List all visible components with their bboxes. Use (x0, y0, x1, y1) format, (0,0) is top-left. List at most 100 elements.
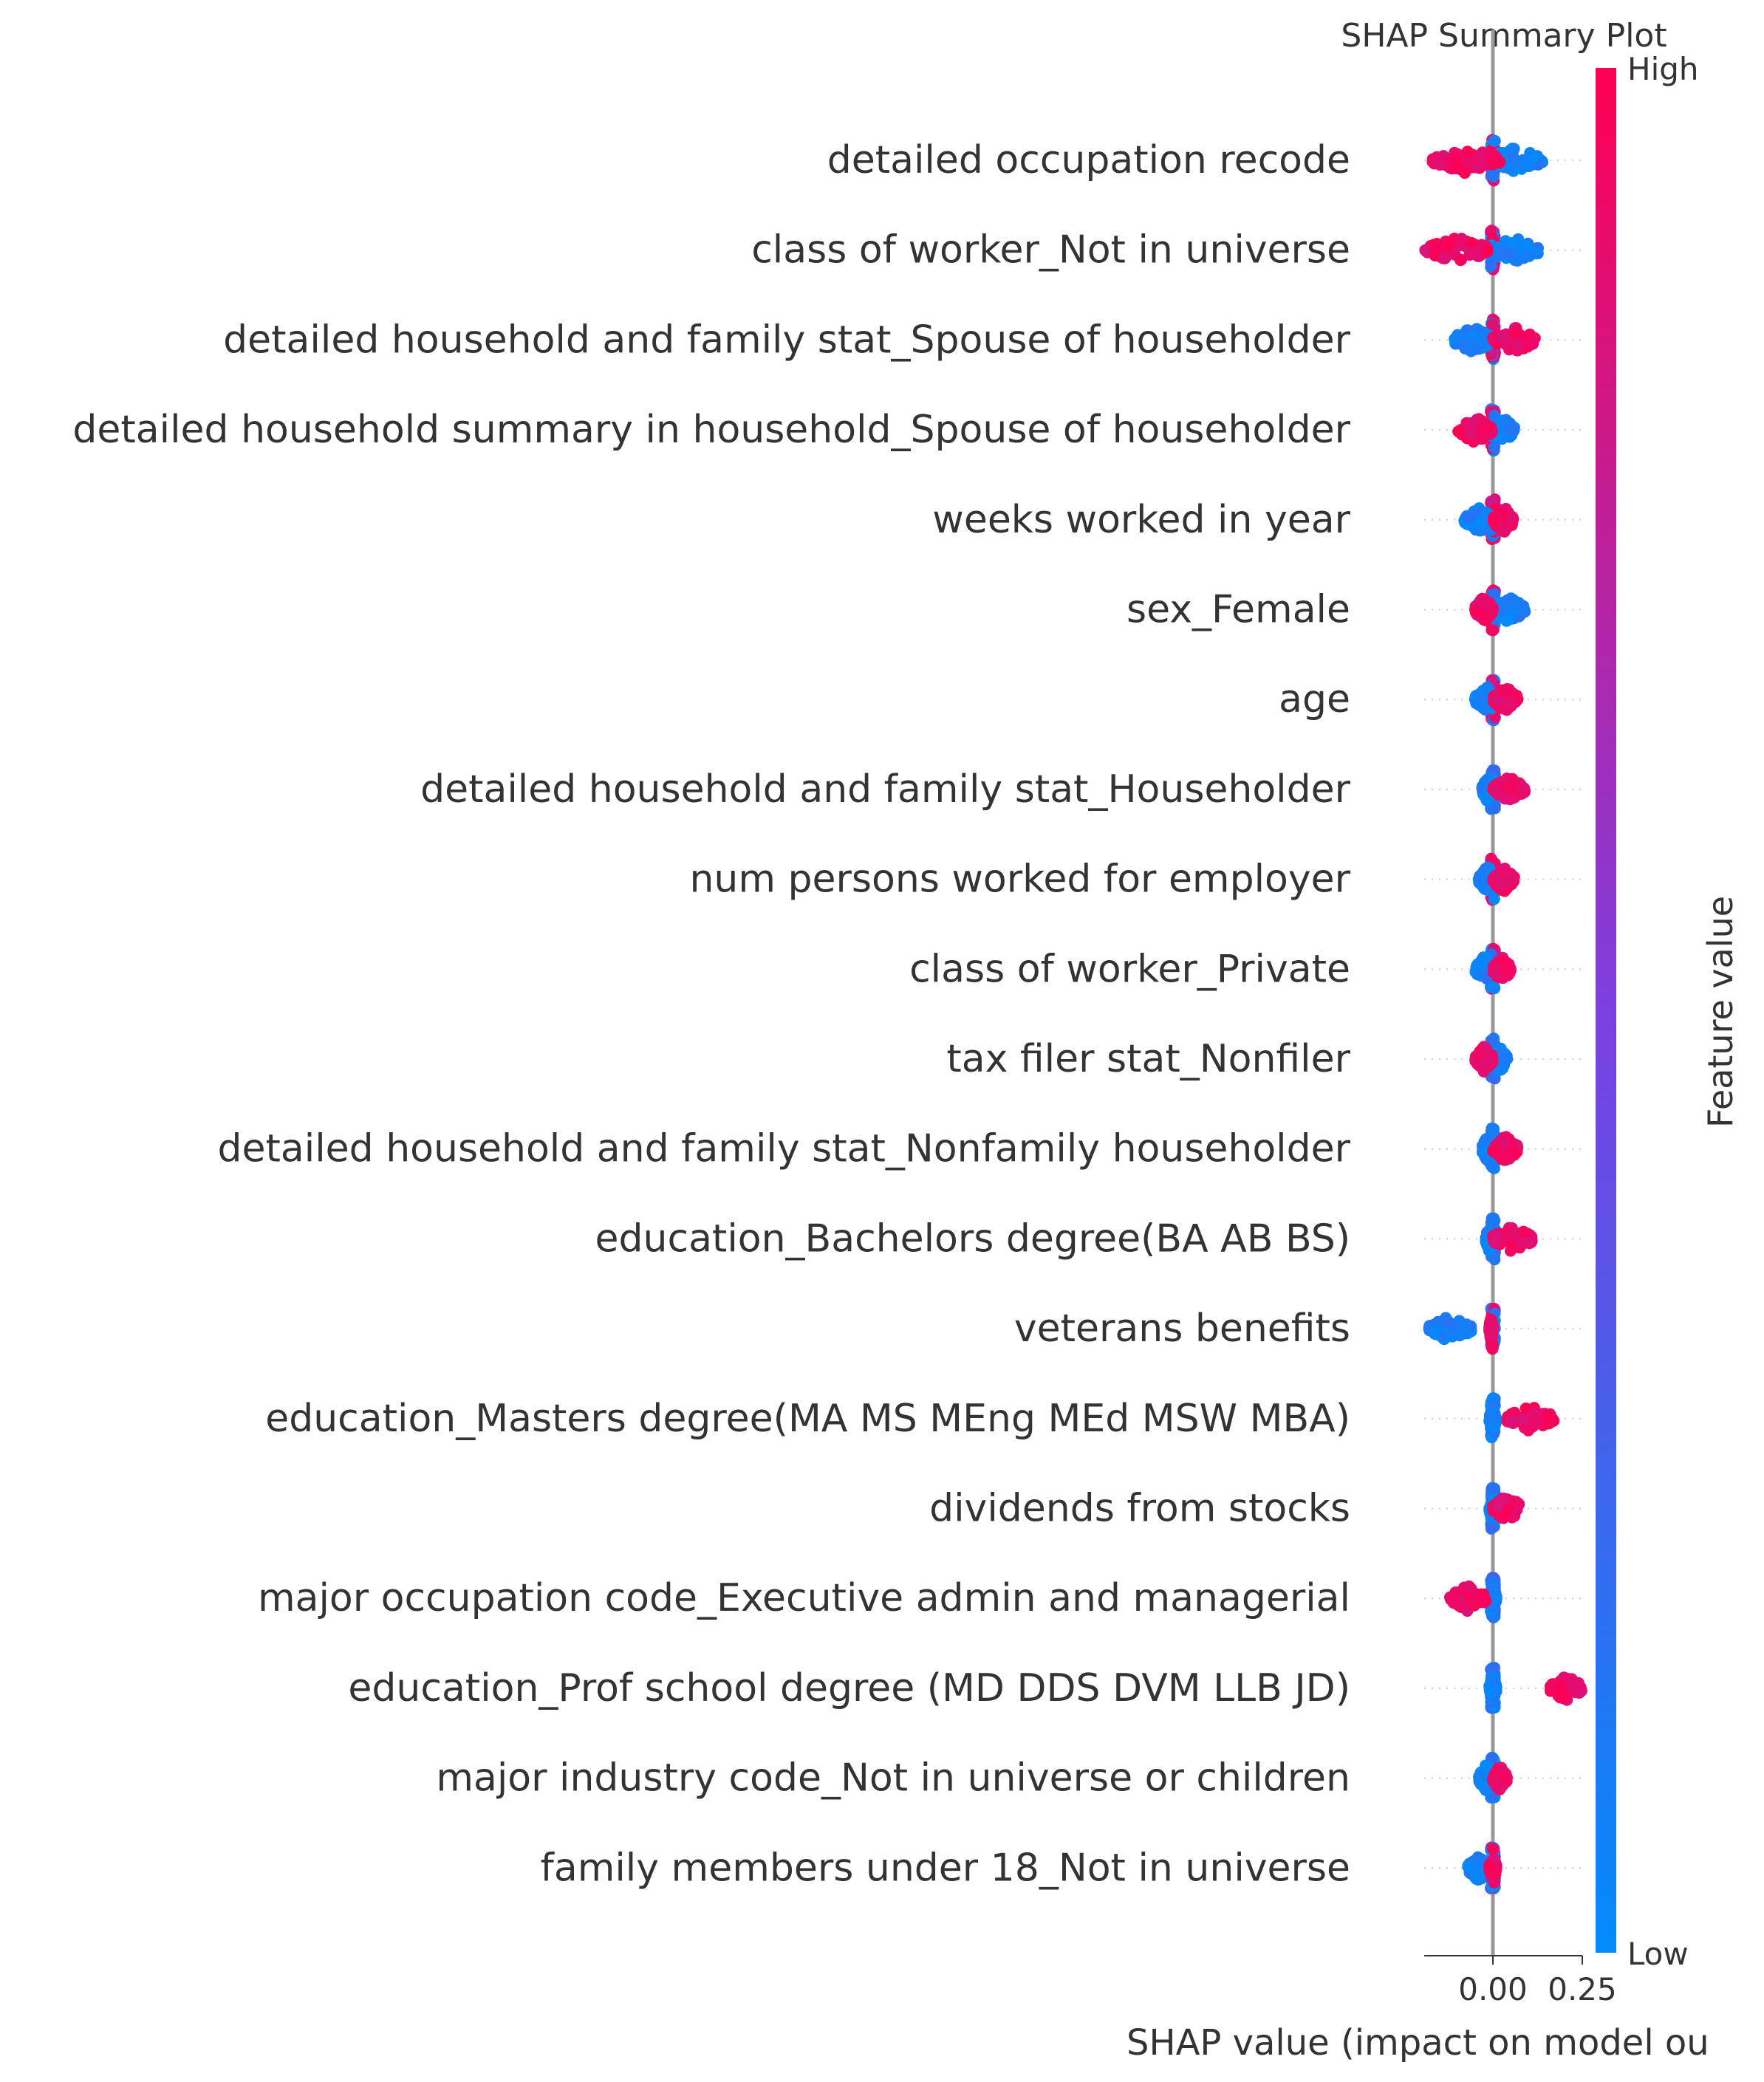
feature-label: detailed household summary in household_… (72, 408, 1350, 452)
x-tick-label: 0.25 (1548, 1971, 1617, 2007)
shap-point (1429, 249, 1441, 261)
feature-labels: detailed occupation recode class of worke… (72, 138, 1350, 1890)
shap-point (1484, 609, 1497, 621)
shap-point (1506, 792, 1519, 804)
shap-point (1458, 167, 1471, 179)
feature-label: education_Bachelors degree(BA AB BS) (595, 1216, 1350, 1261)
chart-title: SHAP Summary Plot (1341, 17, 1666, 55)
shap-point (1487, 1483, 1500, 1496)
shap-point (1487, 1212, 1500, 1225)
shap-point (1505, 1414, 1517, 1426)
shap-point (1567, 1675, 1579, 1688)
shap-point (1488, 514, 1501, 527)
shap-point (1471, 604, 1483, 617)
shap-point (1488, 588, 1501, 600)
shap-point (1483, 1858, 1496, 1871)
shap-point (1488, 870, 1501, 883)
shap-point (1528, 151, 1540, 164)
shap-point (1429, 1327, 1441, 1340)
shap-point (1488, 134, 1501, 147)
shap-point (1485, 260, 1497, 273)
feature-label: class of worker_Not in universe (751, 228, 1350, 273)
shap-point (1481, 245, 1494, 258)
colorbar (1596, 68, 1616, 1953)
shap-point (1554, 1682, 1567, 1695)
shap-points (1419, 134, 1587, 1894)
shap-point (1466, 335, 1478, 348)
shap-point (1488, 1253, 1501, 1266)
shap-point (1510, 1496, 1522, 1508)
shap-point (1507, 151, 1519, 164)
shap-point (1488, 442, 1500, 454)
shap-point (1514, 1236, 1527, 1249)
shap-point (1466, 424, 1478, 436)
shap-point (1502, 1233, 1514, 1245)
shap-point (1461, 145, 1474, 158)
shap-point (1520, 332, 1533, 344)
colorbar-low-label: Low (1627, 1936, 1689, 1972)
shap-point (1497, 414, 1509, 427)
shap-point (1505, 513, 1517, 526)
shap-point (1450, 152, 1463, 165)
shap-point (1487, 962, 1500, 974)
shap-point (1497, 1771, 1510, 1784)
shap-point (1496, 684, 1508, 696)
shap-point (1484, 1329, 1497, 1342)
shap-point (1511, 241, 1523, 253)
shap-point (1484, 1321, 1497, 1333)
shap-point (1469, 1868, 1482, 1880)
feature-label: detailed occupation recode (827, 138, 1350, 182)
feature-label: tax filer stat_Nonfiler (946, 1037, 1350, 1081)
shap-point (1488, 1676, 1500, 1688)
shap-point (1474, 1047, 1487, 1060)
shap-point (1491, 784, 1503, 797)
shap-point (1454, 254, 1467, 267)
shap-point (1443, 239, 1455, 252)
shap-point (1523, 1235, 1536, 1247)
shap-point (1508, 424, 1520, 436)
shap-point (1488, 1868, 1501, 1880)
shap-point (1503, 877, 1515, 889)
feature-label: detailed household and family stat_Spous… (223, 318, 1350, 362)
x-axis-label: SHAP value (impact on model ou (1127, 2022, 1709, 2064)
shap-point (1504, 1148, 1517, 1161)
shap-point (1480, 1759, 1492, 1772)
shap-point (1487, 1843, 1500, 1855)
shap-point (1434, 159, 1446, 171)
shap-point (1522, 1424, 1535, 1436)
feature-label: major occupation code_Executive admin an… (258, 1576, 1350, 1620)
shap-point (1487, 332, 1500, 344)
shap-point (1480, 1595, 1492, 1608)
shap-point (1488, 1144, 1500, 1157)
colorbar-high-label: High (1627, 51, 1699, 87)
feature-label: age (1279, 677, 1350, 722)
shap-point (1488, 802, 1501, 815)
shap-point (1428, 239, 1440, 251)
shap-point (1466, 157, 1478, 169)
shap-point (1511, 339, 1524, 352)
shap-point (1516, 1412, 1528, 1425)
shap-point (1504, 697, 1517, 710)
feature-label: detailed household and family stat_Nonfa… (218, 1127, 1351, 1171)
shap-point (1486, 623, 1498, 636)
shap-point (1463, 1860, 1475, 1873)
x-tick-label: 0.00 (1458, 1971, 1528, 2007)
shap-point (1497, 1132, 1509, 1145)
shap-point (1485, 1522, 1497, 1535)
shap-point (1489, 1236, 1502, 1248)
shap-point (1519, 1402, 1532, 1414)
feature-label: veterans benefits (1014, 1307, 1350, 1351)
shap-point (1450, 1597, 1463, 1609)
shap-point (1463, 1581, 1476, 1593)
shap-point (1450, 331, 1463, 343)
shap-point (1489, 157, 1502, 169)
shap-point (1508, 598, 1521, 611)
shap-point (1468, 1599, 1480, 1612)
shap-point (1474, 1778, 1487, 1790)
feature-label: detailed household and family stat_House… (420, 767, 1351, 812)
shap-point (1516, 784, 1528, 797)
shap-point (1492, 1500, 1505, 1513)
shap-point (1454, 236, 1466, 248)
shap-point (1504, 162, 1517, 174)
